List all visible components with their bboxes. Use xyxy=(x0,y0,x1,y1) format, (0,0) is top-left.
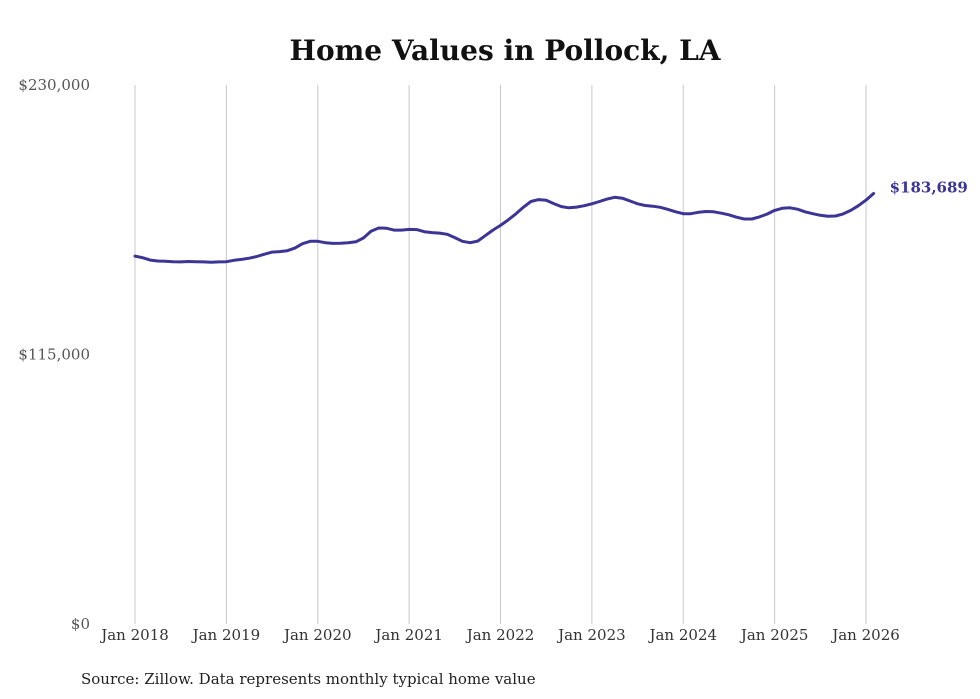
x-tick-label: Jan 2026 xyxy=(830,626,900,644)
x-tick-label: Jan 2019 xyxy=(191,626,261,644)
x-tick-label: Jan 2023 xyxy=(556,626,626,644)
y-tick-label: $115,000 xyxy=(18,346,90,364)
x-tick-label: Jan 2022 xyxy=(465,626,535,644)
x-tick-label: Jan 2020 xyxy=(282,626,352,644)
y-tick-label: $230,000 xyxy=(18,76,90,94)
x-tick-label: Jan 2025 xyxy=(739,626,809,644)
x-tick-label: Jan 2024 xyxy=(647,626,717,644)
source-note: Source: Zillow. Data represents monthly … xyxy=(81,670,536,688)
y-axis: $0 $115,000 $230,000 xyxy=(18,76,90,633)
series-line xyxy=(133,192,876,264)
x-axis: Jan 2018 Jan 2019 Jan 2020 Jan 2021 Jan 2022… xyxy=(99,626,900,644)
x-tick-label: Jan 2018 xyxy=(99,626,169,644)
grid-layer xyxy=(134,85,867,624)
y-tick-label: $0 xyxy=(71,615,90,633)
chart-title: Home Values in Pollock, LA xyxy=(290,34,722,67)
end-value-label: $183,689 xyxy=(890,179,968,197)
x-tick-label: Jan 2021 xyxy=(373,626,443,644)
